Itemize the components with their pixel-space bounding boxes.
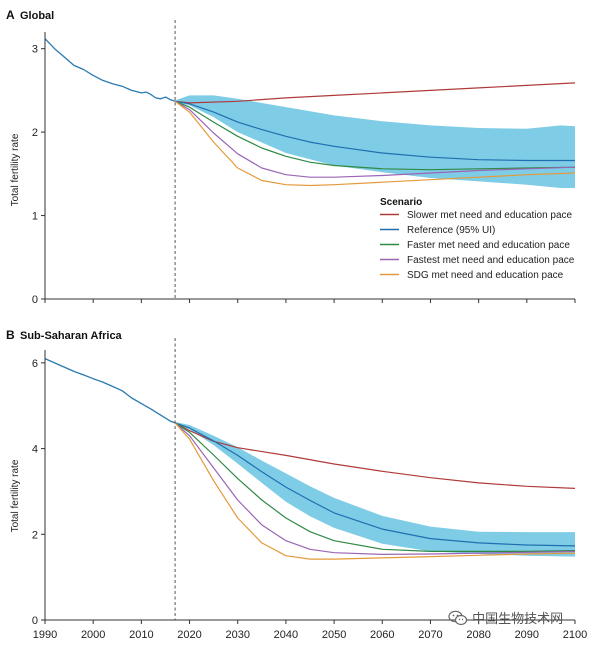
uncertainty-band [175,95,575,188]
x-tick-label: 2060 [370,629,394,641]
series-line-1 [174,100,575,162]
series-line-2 [174,422,576,553]
watermark: 中国生物技术网 [448,608,598,630]
panel-letter: A [6,8,15,22]
y-tick-label: 3 [32,44,38,56]
x-tick-label: 1990 [33,629,57,641]
series-line-4 [174,100,576,187]
x-tick-label: 2030 [225,629,249,641]
series-line-3 [174,100,576,178]
x-tick-label: 2090 [515,629,539,641]
legend-entry: Faster met need and education pace [407,240,570,251]
series-line-1 [174,422,576,547]
x-tick-label: 2070 [418,629,442,641]
x-tick-label: 2050 [322,629,346,641]
legend-entry: Reference (95% UI) [407,225,495,236]
series-line-4 [174,422,576,560]
wechat-icon [448,610,468,626]
watermark-text: 中国生物技术网 [472,612,564,627]
series-line-3 [174,422,576,556]
y-tick-label: 2 [32,529,38,541]
y-tick-label: 6 [32,358,38,370]
y-tick-label: 4 [32,444,38,456]
legend-entry: SDG met need and education pace [407,270,564,281]
series-line-0 [174,422,576,489]
y-tick-label: 0 [32,294,38,306]
x-tick-label: 2020 [177,629,201,641]
panel-title: Sub-Saharan Africa [20,330,123,342]
panel-letter: B [6,328,15,342]
historical-line [44,38,176,102]
y-tick-label: 2 [32,127,38,139]
legend-title: Scenario [380,197,422,208]
legend: Scenario Slower met need and education p… [380,197,575,281]
y-axis-label: Total fertility rate [10,133,21,206]
legend-entry: Slower met need and education pace [407,210,573,221]
y-tick-label: 0 [32,615,38,627]
legend-entry: Fastest met need and education pace [407,255,575,266]
panel-title: Global [20,10,54,22]
x-tick-label: 2000 [81,629,105,641]
panel-sub-saharan-africa: B Sub-Saharan Africa Total fertility rat… [6,328,587,641]
series-line-0 [175,82,576,104]
panel-global: A Global Total fertility rate 0 1 2 3 Scena… [6,8,576,306]
x-tick-label: 2010 [129,629,153,641]
series-line-2 [174,100,576,171]
x-tick-label: 2080 [466,629,490,641]
historical-line [44,358,176,424]
y-axis-label: Total fertility rate [10,459,21,532]
x-tick-label: 2100 [563,629,587,641]
uncertainty-band [175,422,575,557]
y-tick-label: 1 [32,211,38,223]
x-tick-label: 2040 [274,629,298,641]
